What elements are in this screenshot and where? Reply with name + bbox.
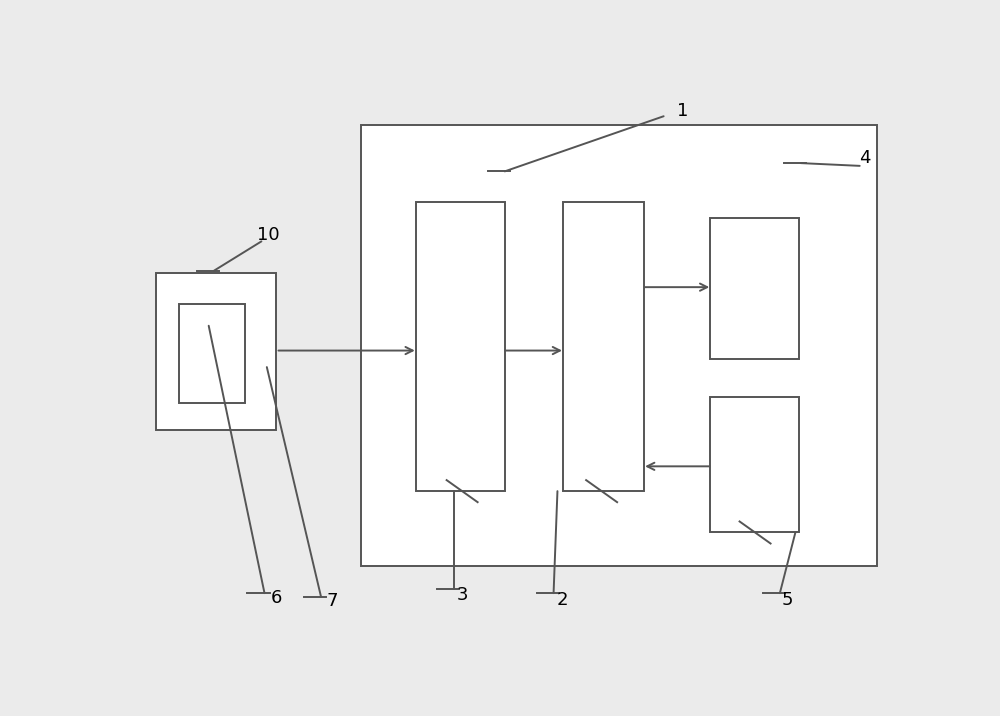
- Bar: [361, 125, 877, 566]
- Bar: [710, 218, 799, 359]
- Bar: [710, 397, 799, 533]
- Bar: [416, 202, 505, 491]
- Text: 10: 10: [257, 226, 280, 243]
- Text: 3: 3: [456, 586, 468, 604]
- Text: 1: 1: [677, 102, 689, 120]
- Text: 7: 7: [327, 592, 338, 611]
- Bar: [563, 202, 644, 491]
- Bar: [179, 304, 245, 403]
- Text: 5: 5: [782, 591, 793, 609]
- Text: 2: 2: [557, 591, 569, 609]
- Text: 4: 4: [859, 149, 871, 167]
- Text: 6: 6: [270, 589, 282, 606]
- Bar: [156, 274, 276, 430]
